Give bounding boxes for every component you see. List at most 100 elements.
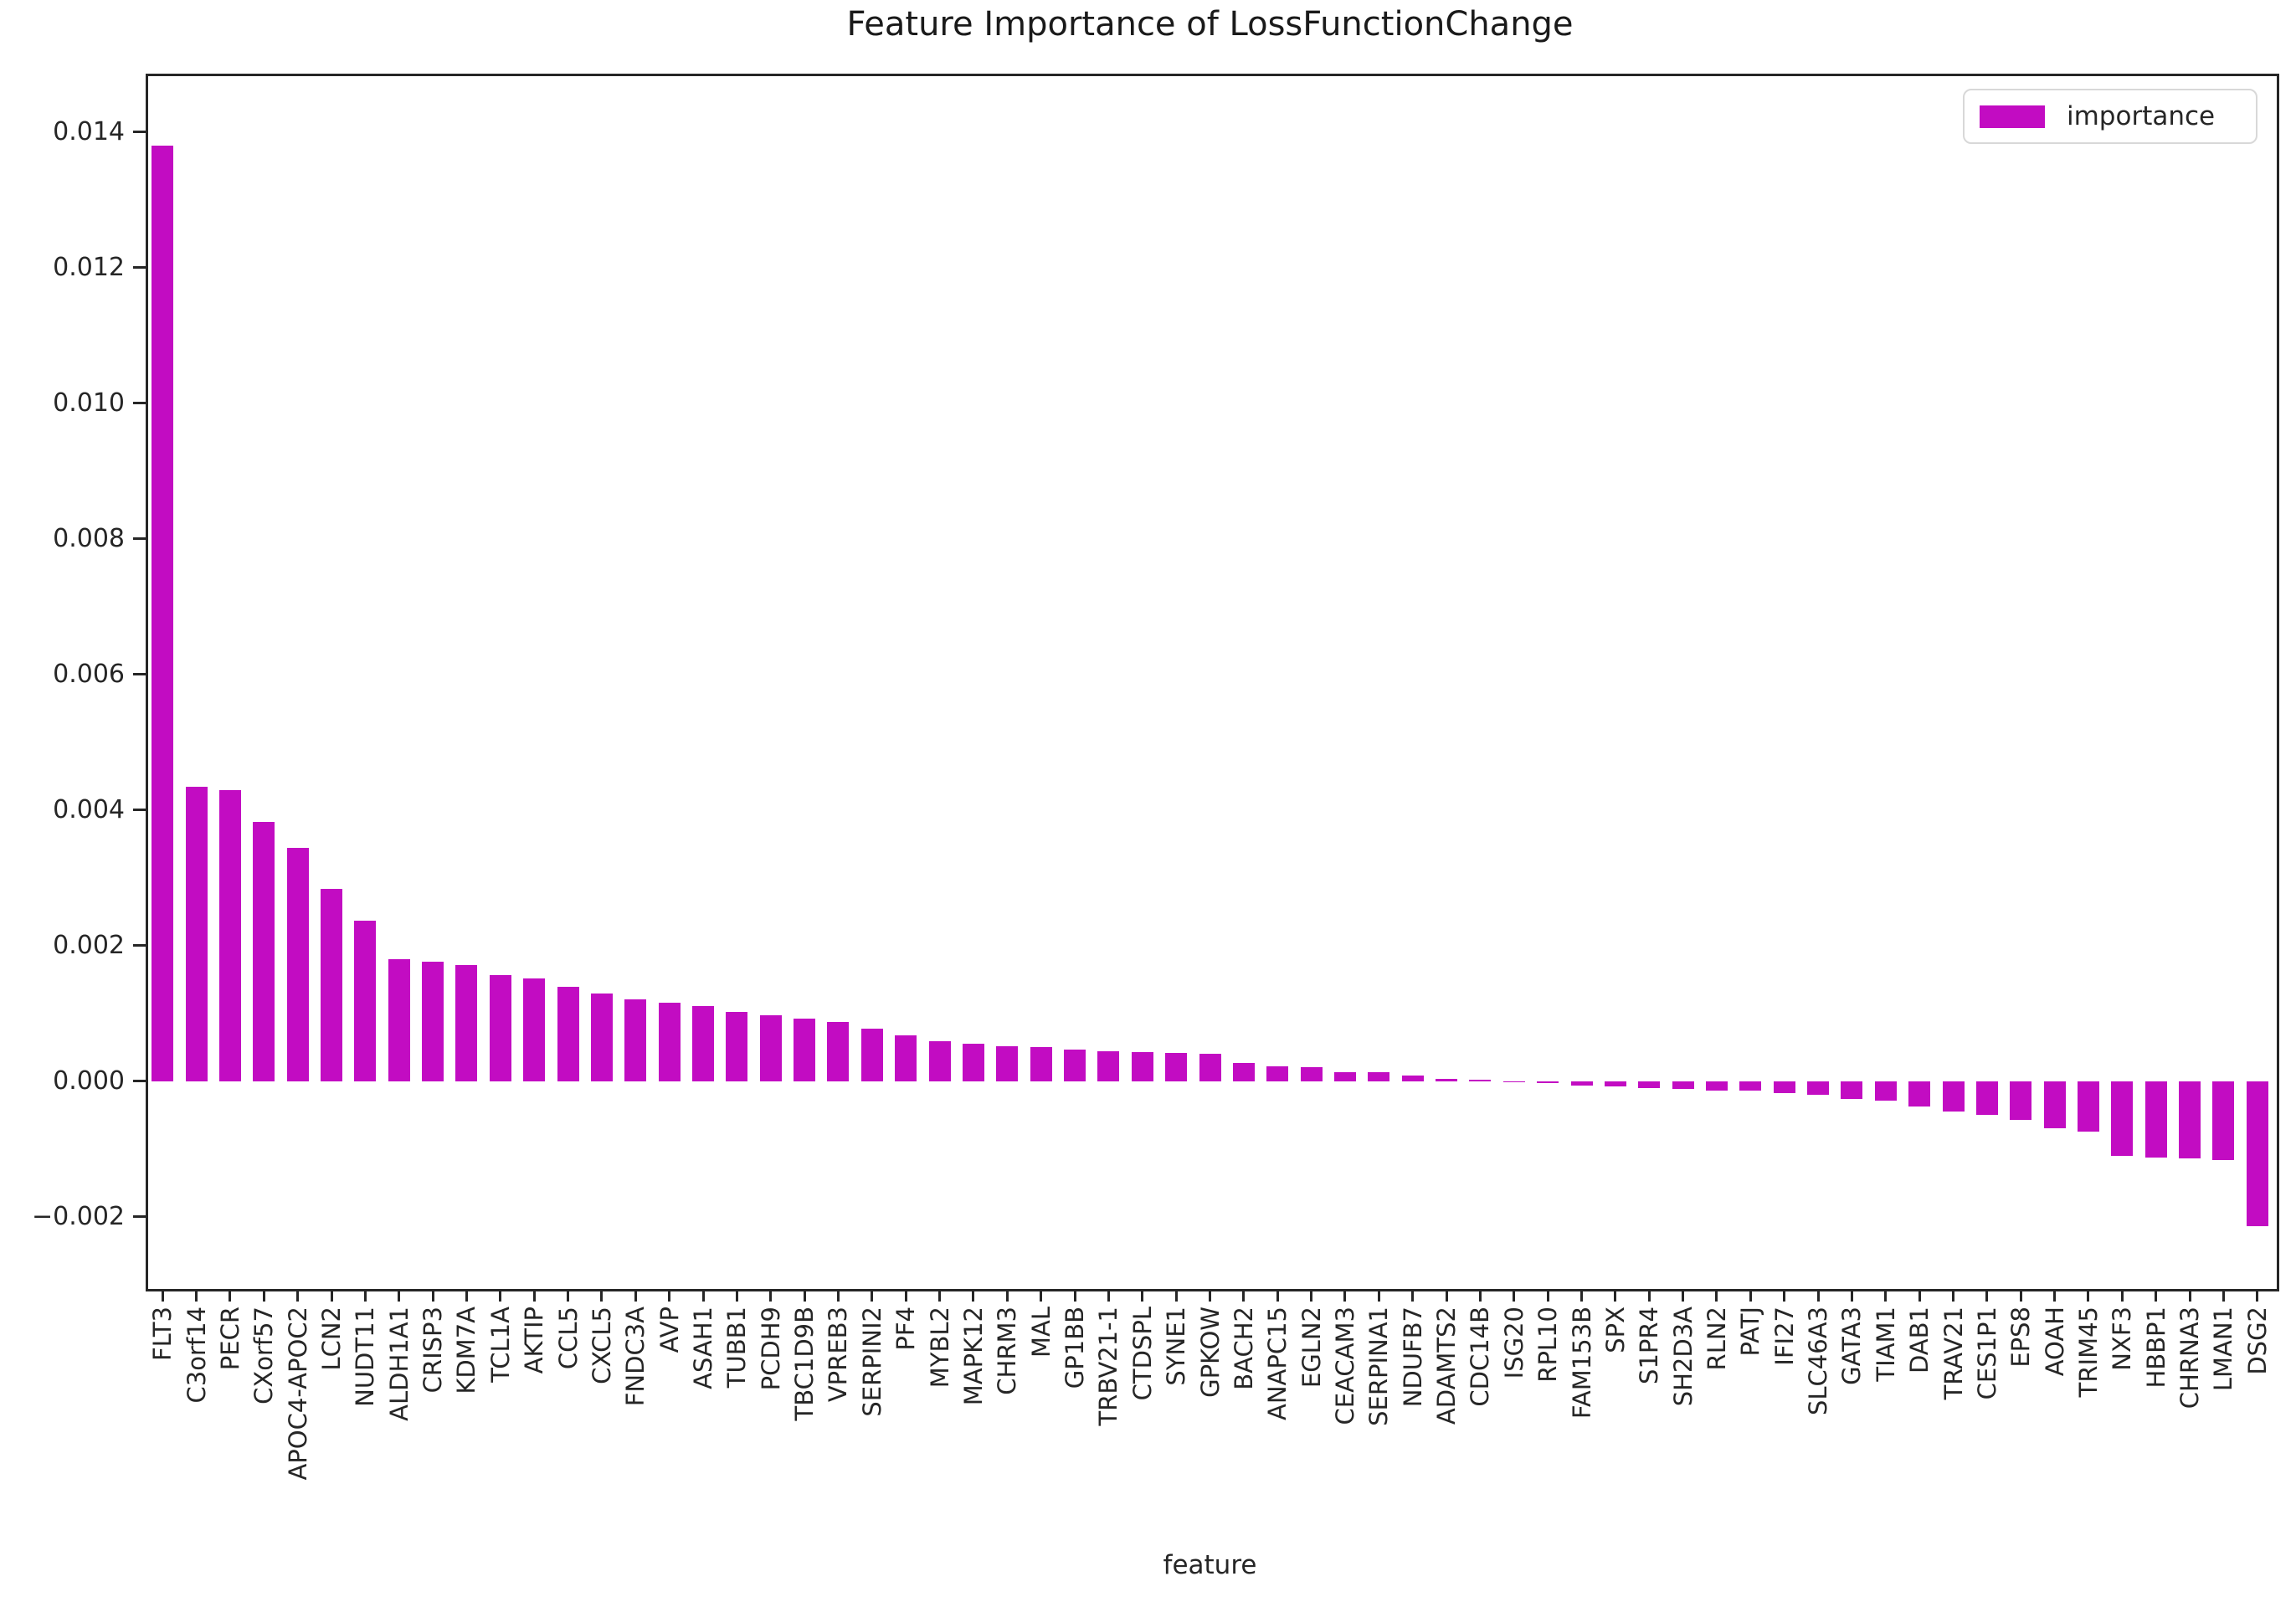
bar-EPS8: [2010, 1081, 2032, 1121]
bar-NDUFB7: [1401, 1075, 1424, 1081]
x-tick-label: CCL5: [553, 1307, 583, 1370]
bar-TRIM45: [2077, 1081, 2099, 1132]
x-tick-label: LCN2: [317, 1307, 346, 1371]
x-tick: [1918, 1289, 1921, 1302]
x-tick: [701, 1289, 705, 1302]
x-tick-label: CXorf57: [249, 1307, 279, 1404]
x-tick: [2222, 1289, 2225, 1302]
bar-ALDH1A1: [388, 959, 410, 1081]
x-tick-label: LMAN1: [2209, 1307, 2238, 1392]
bar-RLN2: [1705, 1081, 1728, 1091]
x-tick: [904, 1289, 907, 1302]
x-tick-label: TCL1A: [485, 1307, 515, 1383]
x-tick: [1209, 1289, 1211, 1302]
x-tick-label: CHRNA3: [2175, 1307, 2205, 1409]
bar-KDM7A: [455, 965, 478, 1081]
x-tick-label: APOC4-APOC2: [283, 1307, 312, 1481]
x-tick: [1141, 1289, 1144, 1302]
x-tick: [803, 1289, 806, 1302]
x-tick-label: S1PR4: [1635, 1307, 1664, 1384]
bar-AVP: [658, 1003, 681, 1081]
x-tick: [1715, 1289, 1718, 1302]
x-tick-label: SPX: [1600, 1307, 1630, 1353]
x-tick: [1682, 1289, 1685, 1302]
x-tick: [1580, 1289, 1584, 1302]
chart-title: Feature Importance of LossFunctionChange: [846, 5, 1574, 44]
x-tick-label: EGLN2: [1297, 1307, 1326, 1389]
bar-NUDT11: [354, 921, 377, 1081]
x-tick-label: NDUFB7: [1398, 1307, 1427, 1408]
bar-CDC14B: [1469, 1080, 1492, 1081]
x-tick-label: SYNE1: [1162, 1307, 1191, 1386]
x-tick-label: CTDSPL: [1127, 1307, 1157, 1401]
bar-ADAMTS2: [1436, 1078, 1458, 1081]
x-tick: [296, 1289, 300, 1302]
x-tick-label: BACH2: [1229, 1307, 1258, 1390]
x-tick-label: AOAH: [2040, 1307, 2069, 1377]
x-tick: [2188, 1289, 2191, 1302]
x-tick: [195, 1289, 198, 1302]
bar-DSG2: [2246, 1081, 2268, 1226]
x-tick-label: NUDT11: [351, 1307, 380, 1407]
bar-LCN2: [321, 888, 342, 1081]
x-tick-label: CDC14B: [1466, 1307, 1495, 1407]
y-tick-label: 0.014: [53, 116, 125, 146]
bar-HBBP1: [2144, 1081, 2167, 1158]
x-tick: [1107, 1289, 1110, 1302]
x-tick: [1513, 1289, 1516, 1302]
y-tick-label: 0.012: [53, 252, 125, 282]
bar-ANAPC15: [1266, 1066, 1289, 1081]
bar-FAM153B: [1570, 1081, 1593, 1086]
legend: importance: [1963, 89, 2257, 144]
bar-CXorf57: [253, 821, 275, 1081]
x-tick: [668, 1289, 671, 1302]
x-tick-label: CXCL5: [587, 1307, 616, 1384]
x-tick: [2019, 1289, 2022, 1302]
bar-SPX: [1604, 1081, 1626, 1087]
y-tick: [133, 1215, 146, 1219]
x-tick-label: CRISP3: [419, 1307, 448, 1394]
x-tick-label: CEACAM3: [1330, 1307, 1359, 1425]
x-tick-label: CES1P1: [1972, 1307, 2001, 1400]
x-tick: [1749, 1289, 1752, 1302]
y-tick-label: 0.008: [53, 523, 125, 553]
x-tick-label: ASAH1: [689, 1307, 718, 1389]
x-tick: [769, 1289, 773, 1302]
x-tick-label: TRBV21-1: [1094, 1307, 1123, 1426]
bar-NXF3: [2111, 1081, 2134, 1157]
bar-APOC4-APOC2: [286, 848, 309, 1081]
x-tick: [1242, 1289, 1246, 1302]
bar-C3orf14: [185, 786, 208, 1081]
bar-CES1P1: [1975, 1081, 1998, 1115]
bar-MYBL2: [928, 1041, 951, 1081]
x-tick: [1310, 1289, 1313, 1302]
x-tick-label: PCDH9: [756, 1307, 785, 1391]
x-tick: [1411, 1289, 1415, 1302]
x-tick-label: TIAM1: [1871, 1307, 1900, 1382]
bar-CRISP3: [422, 962, 444, 1081]
x-tick: [1546, 1289, 1549, 1302]
y-tick-label: 0.010: [53, 388, 125, 418]
x-tick: [1445, 1289, 1448, 1302]
legend-label: importance: [2067, 101, 2216, 131]
y-tick: [133, 944, 146, 947]
x-tick-label: PECR: [215, 1307, 244, 1371]
bar-SYNE1: [1165, 1052, 1188, 1081]
bar-GPKOW: [1199, 1053, 1221, 1081]
bar-GATA3: [1841, 1081, 1863, 1100]
x-tick: [2053, 1289, 2057, 1302]
x-tick: [1478, 1289, 1482, 1302]
x-tick-label: MYBL2: [925, 1307, 954, 1389]
bar-PF4: [895, 1035, 917, 1081]
x-tick-label: TBC1D9B: [790, 1307, 819, 1421]
x-tick-label: TUBB1: [722, 1307, 752, 1389]
y-tick: [133, 1080, 146, 1083]
x-tick: [1040, 1289, 1043, 1302]
legend-swatch-icon: [1980, 105, 2045, 128]
x-tick-label: MAL: [1026, 1307, 1056, 1358]
bar-DAB1: [1908, 1081, 1931, 1107]
x-tick: [1850, 1289, 1853, 1302]
x-tick-label: EPS8: [2006, 1307, 2036, 1368]
x-tick: [1647, 1289, 1651, 1302]
